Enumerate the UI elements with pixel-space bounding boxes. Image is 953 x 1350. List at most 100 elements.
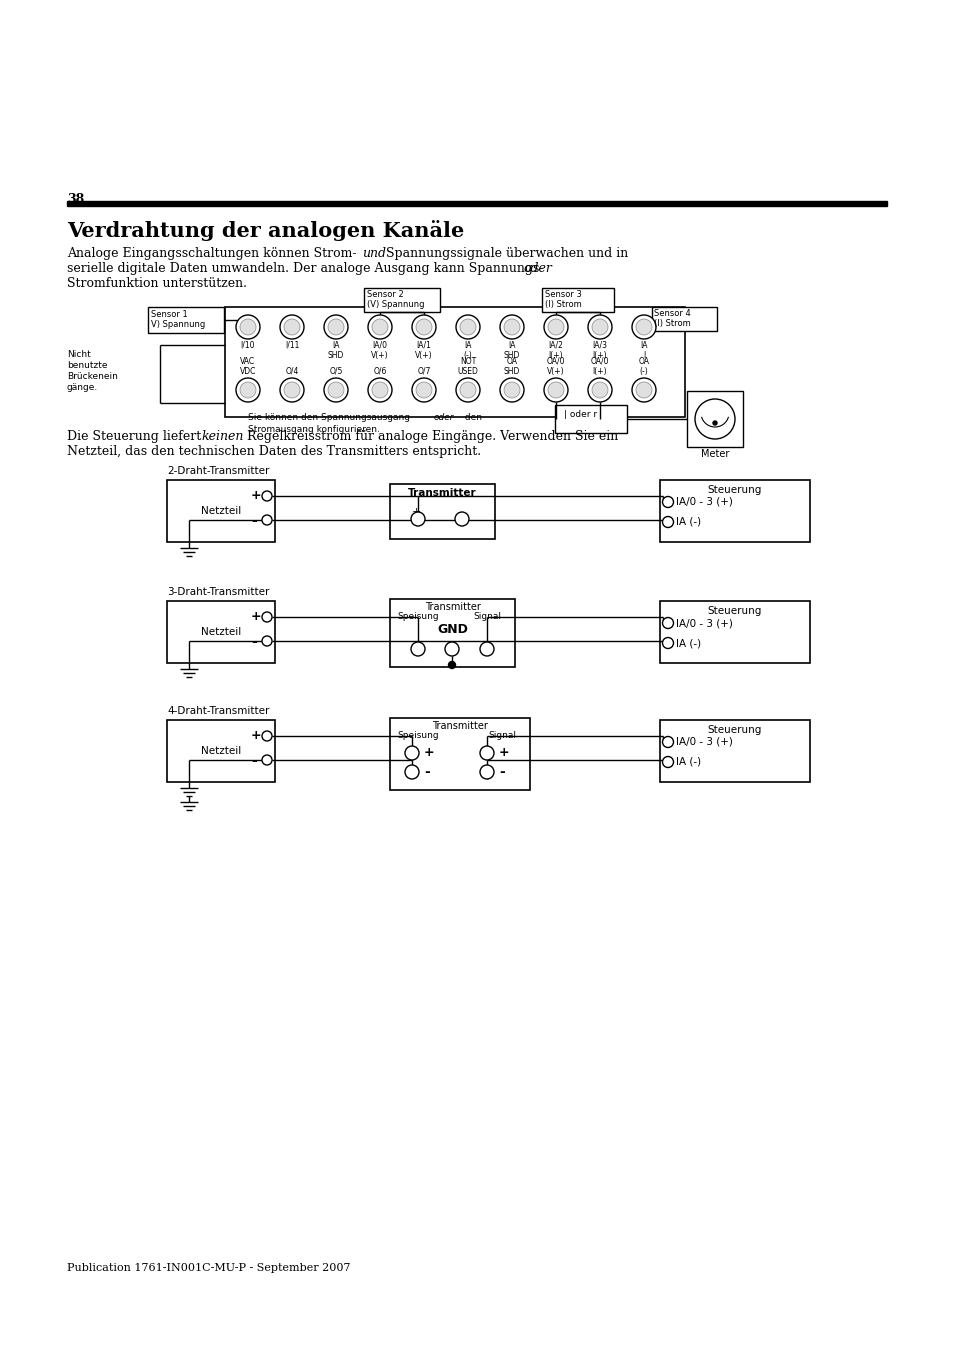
Circle shape — [636, 382, 651, 398]
Circle shape — [499, 378, 523, 402]
Bar — [555, 405, 626, 433]
Text: IA (-): IA (-) — [676, 639, 700, 648]
Circle shape — [547, 319, 563, 335]
Text: Netzteil: Netzteil — [201, 747, 241, 756]
Bar — [659, 720, 809, 782]
Text: Sensor 1
V) Spannung: Sensor 1 V) Spannung — [151, 310, 205, 329]
Text: Nicht
benutzte
Brückenein
gänge.: Nicht benutzte Brückenein gänge. — [67, 350, 118, 393]
Text: Signal: Signal — [488, 730, 516, 740]
Bar — [651, 306, 717, 331]
Text: O/7: O/7 — [416, 367, 430, 377]
Text: OA
(-): OA (-) — [638, 356, 649, 377]
Text: O/5: O/5 — [329, 367, 342, 377]
Text: +: + — [498, 747, 509, 760]
Text: serielle digitale Daten umwandeln. Der analoge Ausgang kann Spannungs-: serielle digitale Daten umwandeln. Der a… — [67, 262, 547, 275]
Circle shape — [235, 315, 260, 339]
Circle shape — [479, 765, 494, 779]
Bar — [659, 601, 809, 663]
Text: NOT
USED: NOT USED — [457, 356, 478, 377]
Text: IA (-): IA (-) — [676, 757, 700, 767]
Text: Speisung: Speisung — [396, 612, 438, 621]
Circle shape — [503, 382, 519, 398]
Text: Netzteil: Netzteil — [201, 626, 241, 637]
Text: -: - — [251, 514, 256, 528]
Circle shape — [405, 747, 418, 760]
Bar — [390, 599, 515, 667]
Text: Transmitter: Transmitter — [424, 602, 480, 612]
Text: +: + — [411, 508, 420, 517]
Circle shape — [479, 643, 494, 656]
Circle shape — [416, 382, 432, 398]
Text: Die Steuerung liefert: Die Steuerung liefert — [67, 431, 205, 443]
Bar — [659, 481, 809, 541]
Circle shape — [235, 378, 260, 402]
Text: IA/3
I(+): IA/3 I(+) — [592, 342, 607, 360]
Circle shape — [328, 382, 344, 398]
Text: 2-Draht-Transmitter: 2-Draht-Transmitter — [167, 466, 269, 477]
Text: oder: oder — [434, 413, 454, 423]
Text: OA
SHD: OA SHD — [503, 356, 519, 377]
Circle shape — [592, 319, 607, 335]
Text: Stromausgang konfigurieren.: Stromausgang konfigurieren. — [248, 425, 379, 433]
Circle shape — [592, 382, 607, 398]
Bar — [67, 201, 886, 207]
Circle shape — [587, 378, 612, 402]
Circle shape — [459, 319, 476, 335]
Text: Spannungssignale überwachen und in: Spannungssignale überwachen und in — [381, 247, 628, 261]
Circle shape — [412, 378, 436, 402]
Circle shape — [284, 319, 299, 335]
Text: Sie können den Spannungsausgang: Sie können den Spannungsausgang — [248, 413, 413, 423]
Circle shape — [240, 382, 255, 398]
Bar — [167, 601, 274, 663]
Circle shape — [695, 400, 734, 439]
Text: und: und — [361, 247, 386, 261]
Circle shape — [280, 315, 304, 339]
Circle shape — [368, 378, 392, 402]
Text: IA/0 - 3 (+): IA/0 - 3 (+) — [676, 737, 732, 747]
Text: Sensor 2
(V) Spannung: Sensor 2 (V) Spannung — [367, 290, 424, 309]
Text: VAC
VDC: VAC VDC — [239, 356, 256, 377]
Circle shape — [456, 378, 479, 402]
Circle shape — [262, 730, 272, 741]
Circle shape — [240, 319, 255, 335]
Text: OA/0
V(+): OA/0 V(+) — [546, 356, 565, 377]
Circle shape — [661, 637, 673, 648]
Text: Sensor 4
(I) Strom: Sensor 4 (I) Strom — [654, 309, 690, 328]
Text: Netzteil, das den technischen Daten des Transmitters entspricht.: Netzteil, das den technischen Daten des … — [67, 446, 480, 458]
Circle shape — [448, 662, 455, 668]
Text: Transmitter: Transmitter — [432, 721, 487, 730]
Text: IA
I: IA I — [639, 342, 647, 360]
Circle shape — [411, 643, 424, 656]
Circle shape — [631, 378, 656, 402]
Circle shape — [368, 315, 392, 339]
Circle shape — [503, 319, 519, 335]
Circle shape — [262, 514, 272, 525]
Text: keinen: keinen — [201, 431, 243, 443]
Text: Steuerung: Steuerung — [707, 725, 761, 734]
Text: +: + — [251, 729, 261, 742]
Text: +: + — [251, 489, 261, 502]
Text: | oder r: | oder r — [563, 410, 597, 418]
Text: den: den — [461, 413, 481, 423]
Text: Speisung: Speisung — [396, 730, 438, 740]
Circle shape — [543, 378, 567, 402]
Circle shape — [587, 315, 612, 339]
Circle shape — [631, 315, 656, 339]
Text: Sensor 3
(I) Strom: Sensor 3 (I) Strom — [544, 290, 581, 309]
Text: Meter: Meter — [700, 450, 728, 459]
Circle shape — [262, 491, 272, 501]
Circle shape — [547, 382, 563, 398]
Bar — [364, 288, 439, 312]
Text: IA/0 - 3 (+): IA/0 - 3 (+) — [676, 618, 732, 628]
Circle shape — [411, 512, 424, 526]
Text: Steuerung: Steuerung — [707, 606, 761, 616]
Text: O/4: O/4 — [285, 367, 298, 377]
Text: -: - — [457, 508, 462, 521]
Circle shape — [324, 378, 348, 402]
Circle shape — [416, 319, 432, 335]
Circle shape — [262, 612, 272, 622]
Text: Publication 1761-IN001C-MU-P - September 2007: Publication 1761-IN001C-MU-P - September… — [67, 1264, 350, 1273]
Circle shape — [444, 643, 458, 656]
Bar — [390, 718, 530, 790]
Circle shape — [328, 319, 344, 335]
